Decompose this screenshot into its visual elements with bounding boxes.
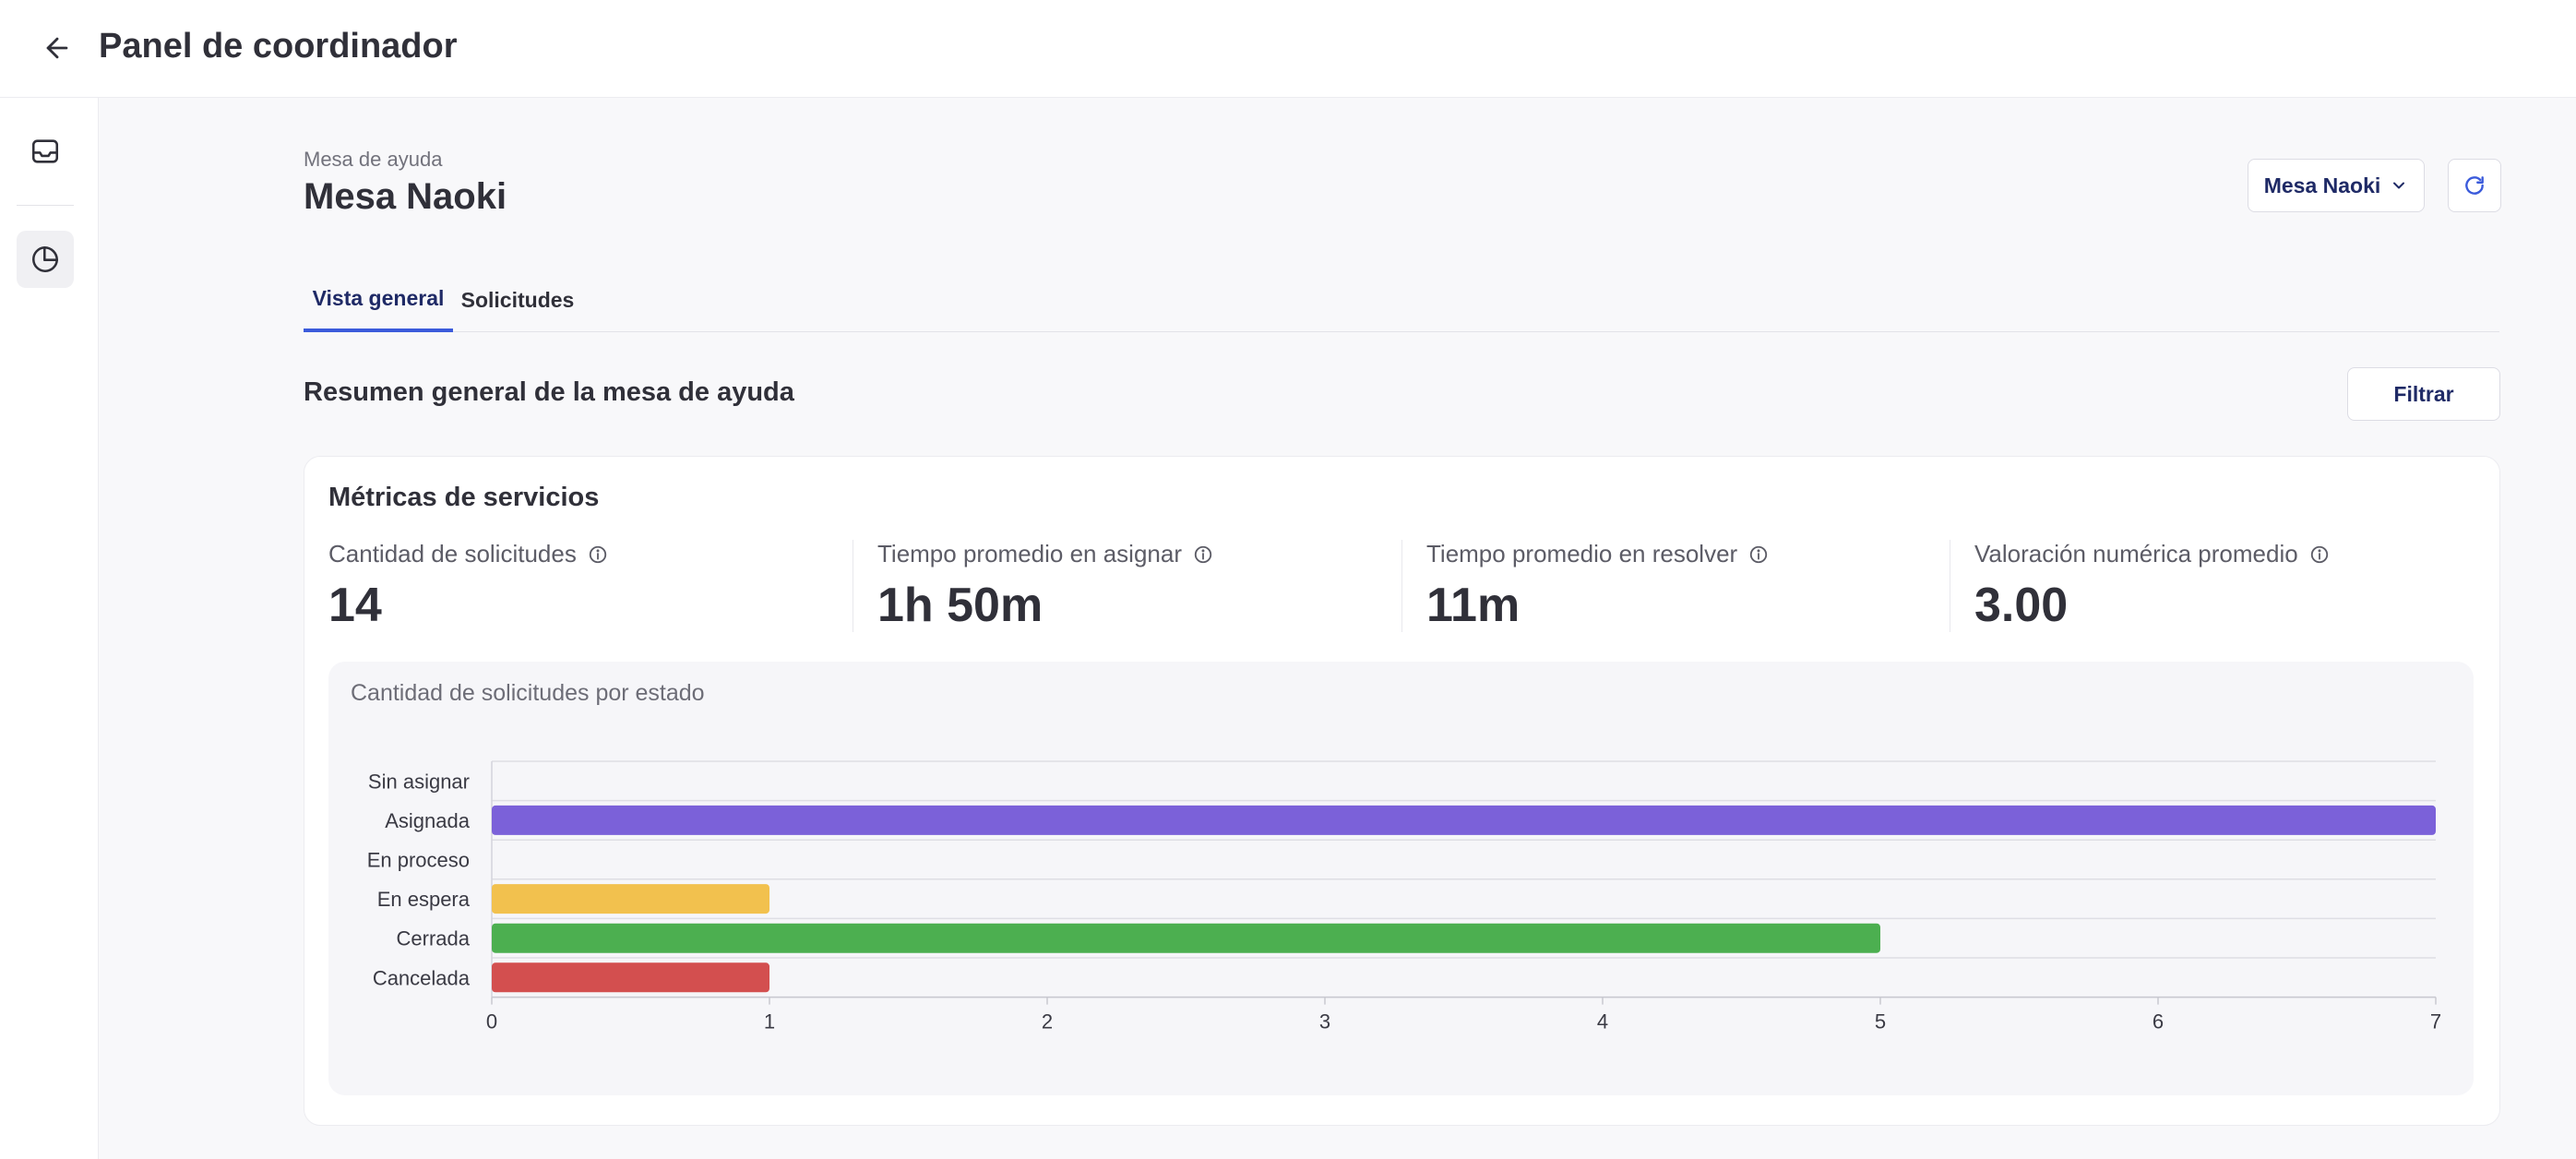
top-bar: Panel de coordinador <box>0 0 2576 98</box>
metric-avg-rating: Valoración numérica promedio 3.00 <box>1974 540 2330 632</box>
metric-label: Tiempo promedio en resolver <box>1426 540 1738 568</box>
back-button[interactable] <box>33 24 81 72</box>
status-bar-chart: Sin asignar Asignada En proceso En espera Ce… <box>367 760 2441 1034</box>
metric-request-count: Cantidad de solicitudes 14 <box>328 540 608 632</box>
tab-requests[interactable]: Solicitudes <box>460 287 575 312</box>
chart-category-label: En proceso <box>367 849 470 872</box>
chart-category-label: Sin asignar <box>368 770 470 793</box>
metric-divider <box>1401 540 1402 632</box>
chart-x-tick-label: 4 <box>1597 1010 1608 1034</box>
chart-bar <box>492 962 769 993</box>
metric-value: 11m <box>1426 579 1521 632</box>
chart-category-label: En espera <box>377 888 471 911</box>
refresh-icon <box>2465 176 2484 195</box>
chart-x-tick-label: 2 <box>1042 1010 1053 1034</box>
chart-category-label: Cancelada <box>373 966 471 989</box>
metrics-title: Métricas de servicios <box>328 483 600 512</box>
metric-label: Cantidad de solicitudes <box>328 540 577 568</box>
chart-bar <box>492 884 769 914</box>
metric-value: 1h 50m <box>877 579 1044 632</box>
chart-bar <box>492 805 2436 835</box>
info-icon[interactable] <box>2309 544 2330 565</box>
info-icon[interactable] <box>1193 544 1213 565</box>
metric-label: Tiempo promedio en asignar <box>877 540 1182 568</box>
desk-name: Mesa Naoki <box>304 176 507 217</box>
sidebar-item-dashboard[interactable] <box>17 231 74 288</box>
chart-x-tick-label: 7 <box>2430 1010 2441 1034</box>
status-chart: Cantidad de solicitudes por estado Sin a… <box>328 662 2474 1095</box>
arrow-left-icon <box>46 37 68 59</box>
chevron-down-icon <box>2393 182 2405 189</box>
desk-selector[interactable]: Mesa Naoki <box>2248 159 2425 212</box>
refresh-button[interactable] <box>2448 159 2501 212</box>
service-metrics-card: Métricas de servicios Cantidad de solici… <box>304 456 2500 1126</box>
chart-x-tick-label: 5 <box>1875 1010 1886 1034</box>
filter-button[interactable]: Filtrar <box>2347 367 2500 421</box>
metric-label: Valoración numérica promedio <box>1974 540 2298 568</box>
metric-avg-resolve-time: Tiempo promedio en resolver 11m <box>1426 540 1769 632</box>
chart-x-tick-label: 1 <box>764 1010 775 1034</box>
chart-x-tick-label: 6 <box>2153 1010 2164 1034</box>
sidebar-divider <box>17 205 74 206</box>
metric-avg-assign-time: Tiempo promedio en asignar 1h 50m <box>877 540 1213 632</box>
page-title: Panel de coordinador <box>99 27 458 66</box>
sidebar <box>0 98 99 1159</box>
chart-bar <box>492 923 1880 953</box>
chart-title: Cantidad de solicitudes por estado <box>351 680 705 706</box>
info-icon[interactable] <box>588 544 608 565</box>
metric-value: 14 <box>328 579 382 632</box>
tab-overview[interactable]: Vista general <box>304 268 453 332</box>
desk-label: Mesa de ayuda <box>304 148 443 171</box>
chart-x-tick-label: 0 <box>486 1010 497 1034</box>
desk-selector-value: Mesa Naoki <box>2263 173 2381 197</box>
chart-category-label: Cerrada <box>397 927 471 950</box>
tab-bar: Vista general Solicitudes <box>304 268 2499 332</box>
metric-value: 3.00 <box>1974 579 2069 632</box>
pie-chart-icon <box>32 245 59 272</box>
chart-x-tick-label: 3 <box>1319 1010 1330 1034</box>
info-icon[interactable] <box>1748 544 1769 565</box>
chart-category-label: Asignada <box>385 809 471 832</box>
summary-title: Resumen general de la mesa de ayuda <box>304 377 794 407</box>
sidebar-item-inbox[interactable] <box>17 123 74 180</box>
inbox-icon <box>31 139 59 163</box>
